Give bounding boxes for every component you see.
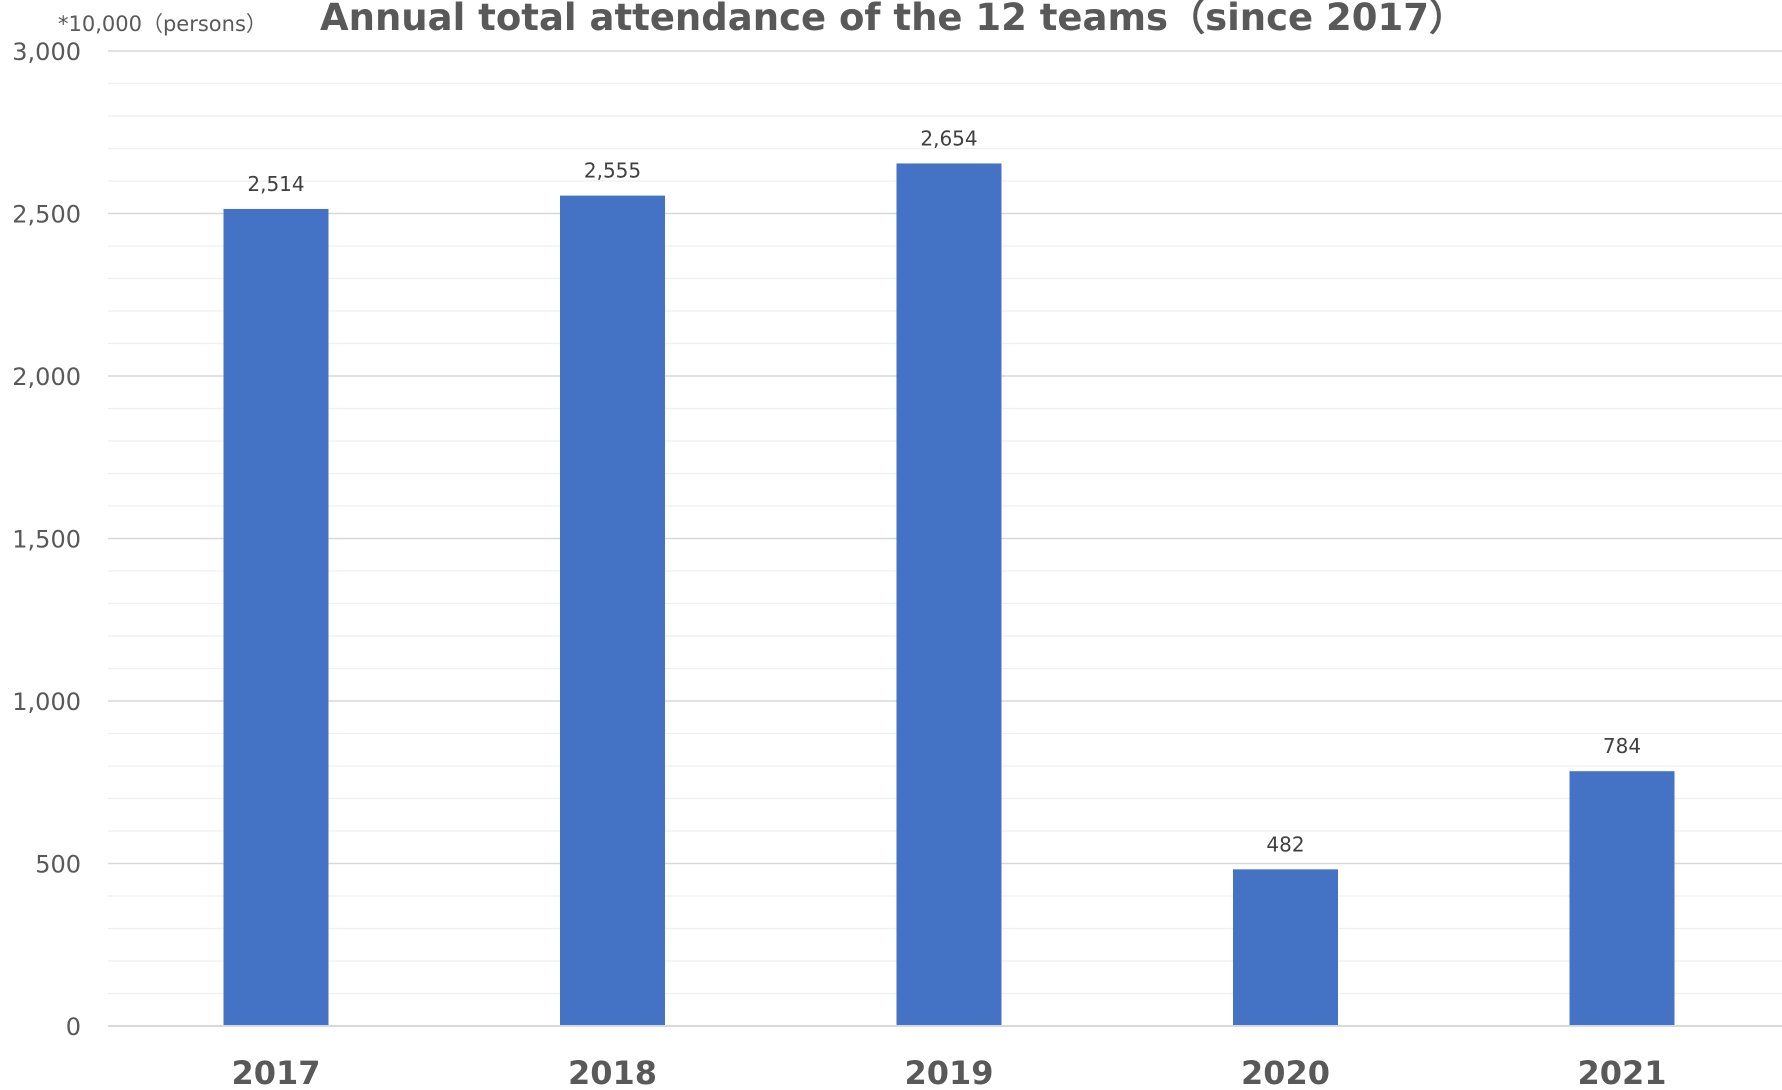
data-label-2017: 2,514 bbox=[247, 172, 304, 196]
data-label-2021: 784 bbox=[1603, 734, 1641, 758]
bar-2018 bbox=[560, 195, 665, 1026]
y-tick-label: 2,000 bbox=[12, 363, 81, 391]
y-tick-label: 0 bbox=[66, 1013, 81, 1041]
bar-2020 bbox=[1233, 869, 1338, 1026]
bar-2021 bbox=[1569, 771, 1675, 1026]
x-tick-label-2020: 2020 bbox=[1241, 1054, 1330, 1090]
y-tick-label: 2,500 bbox=[12, 201, 81, 229]
axes: 0 500 1,000 1,500 2,000 2,500 3,000 2017 2018 201… bbox=[12, 38, 1782, 1090]
x-tick-label-2017: 2017 bbox=[231, 1054, 320, 1090]
y-tick-label: 1,000 bbox=[12, 688, 81, 716]
y-tick-label: 1,500 bbox=[12, 526, 81, 554]
unit-label: *10,000（persons） bbox=[58, 12, 267, 36]
bar-2017 bbox=[223, 208, 329, 1026]
bars bbox=[223, 163, 1675, 1026]
x-tick-label-2021: 2021 bbox=[1577, 1054, 1666, 1090]
x-tick-label-2018: 2018 bbox=[568, 1054, 657, 1090]
y-tick-label: 500 bbox=[35, 851, 81, 879]
data-labels: 2,514 2,555 2,654 482 784 bbox=[247, 126, 1641, 856]
data-label-2020: 482 bbox=[1266, 832, 1304, 856]
x-tick-label-2019: 2019 bbox=[904, 1054, 993, 1090]
data-label-2019: 2,654 bbox=[920, 126, 977, 150]
data-label-2018: 2,555 bbox=[584, 159, 641, 183]
y-tick-label: 3,000 bbox=[12, 38, 81, 66]
chart-title: Annual total attendance of the 12 teams（… bbox=[320, 0, 1466, 39]
bar-2019 bbox=[896, 163, 1002, 1026]
